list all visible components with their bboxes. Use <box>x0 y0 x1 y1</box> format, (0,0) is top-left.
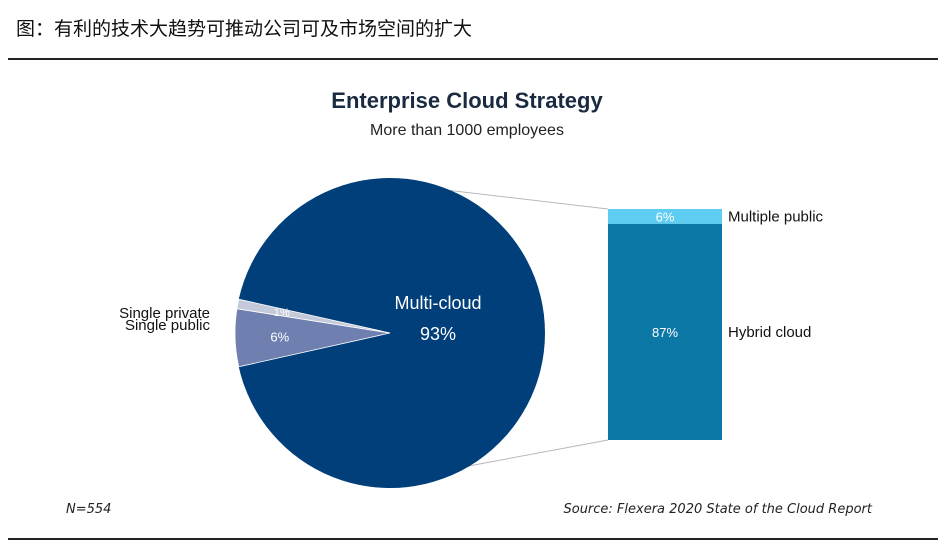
breakdown-label-hybrid-cloud: Hybrid cloud <box>728 324 811 341</box>
pie-value-single-public: 6% <box>270 330 289 345</box>
bottom-divider <box>8 538 938 540</box>
pie-value-single-private: 1% <box>274 307 290 319</box>
pie-label-single-private: Single private <box>119 305 210 322</box>
pie: Multi-cloud 93% 6% Single public 1% Single pr… <box>119 178 545 488</box>
top-divider <box>8 58 938 60</box>
chart-title: Enterprise Cloud Strategy <box>331 88 603 113</box>
breakdown-bar: 6% Multiple public 87% Hybrid cloud <box>608 208 824 440</box>
pie-slice-single-private <box>236 298 391 334</box>
breakdown-segment-multiple-public <box>608 209 722 224</box>
breakdown-segment-hybrid-cloud <box>608 223 722 440</box>
figure-caption: 图：有利的技术大趋势可推动公司可及市场空间的扩大 <box>16 18 473 40</box>
breakdown-label-multiple-public: Multiple public <box>728 208 824 225</box>
sample-size-note: N=554 <box>66 502 112 517</box>
breakdown-value-multiple-public: 6% <box>656 209 675 224</box>
pie-label-multi-cloud: Multi-cloud <box>394 293 481 313</box>
source-note: Source: Flexera 2020 State of the Cloud … <box>563 502 872 517</box>
pie-value-multi-cloud: 93% <box>420 324 456 344</box>
breakdown-value-hybrid-cloud: 87% <box>652 325 678 340</box>
chart-subtitle: More than 1000 employees <box>370 122 564 139</box>
pie-label-single-public: Single public <box>125 317 211 334</box>
pie-slice-multi-cloud <box>238 178 545 488</box>
